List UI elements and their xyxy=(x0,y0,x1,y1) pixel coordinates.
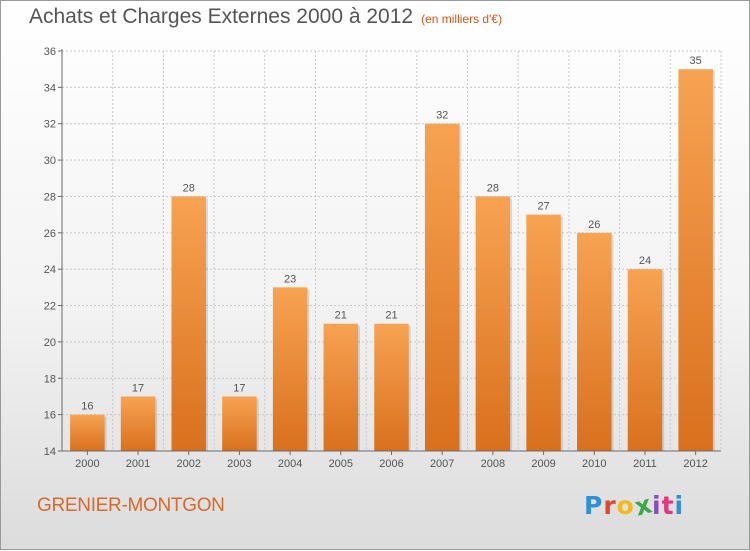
y-tick-label: 20 xyxy=(44,337,56,349)
y-tick-label: 26 xyxy=(44,228,56,240)
x-tick-label: 2003 xyxy=(227,458,251,470)
bar-value-label: 32 xyxy=(436,110,448,122)
y-tick-label: 32 xyxy=(44,119,56,131)
bar xyxy=(272,287,308,451)
x-tick-label: 2001 xyxy=(126,458,150,470)
bar xyxy=(323,323,359,451)
y-tick-label: 28 xyxy=(44,191,56,203)
bar-value-label: 35 xyxy=(690,55,702,67)
chart-title-text: Achats et Charges Externes 2000 à 2012 xyxy=(29,5,414,28)
bar-value-label: 28 xyxy=(487,182,499,194)
bar xyxy=(526,214,561,451)
x-tick-label: 2009 xyxy=(531,458,555,470)
bar-value-label: 17 xyxy=(233,382,245,394)
bar-value-label: 24 xyxy=(639,255,651,267)
bar xyxy=(171,196,206,451)
y-tick-label: 30 xyxy=(44,155,56,167)
bar xyxy=(678,69,713,451)
bar-value-label: 26 xyxy=(588,219,600,231)
x-tick-label: 2005 xyxy=(329,458,353,470)
bar xyxy=(475,196,511,451)
y-tick-label: 18 xyxy=(44,373,56,385)
chart-title: Achats et Charges Externes 2000 à 2012 (e… xyxy=(29,5,502,29)
bar xyxy=(627,269,663,451)
commune-name: GRENIER-MONTGON xyxy=(37,495,225,516)
x-tick-label: 2004 xyxy=(278,458,302,470)
bar xyxy=(222,396,257,451)
x-tick-label: 2000 xyxy=(75,458,99,470)
bar-value-label: 23 xyxy=(284,273,296,285)
logo-letter: t xyxy=(661,491,675,520)
bar-value-label: 21 xyxy=(335,310,347,322)
x-tick-label: 2010 xyxy=(582,458,606,470)
bars: 16 17 28 17 23 21 21 32 28 27 26 24 35 xyxy=(70,55,715,452)
logo-letter: o xyxy=(616,491,635,520)
bar-value-label: 21 xyxy=(385,310,397,322)
bar-value-label: 16 xyxy=(81,401,93,413)
bar-value-label: 17 xyxy=(132,382,144,394)
x-tick-label: 2002 xyxy=(176,458,200,470)
bar xyxy=(120,396,156,451)
bar-value-label: 28 xyxy=(183,182,195,194)
logo-letter: r xyxy=(603,491,617,520)
axes: 14 16 18 20 22 24 26 28 30 32 34 36 2000 2001 2002 2003… xyxy=(44,46,721,470)
bar xyxy=(424,123,460,452)
y-tick-label: 24 xyxy=(44,264,56,276)
logo-letter: i xyxy=(652,491,662,520)
y-tick-label: 36 xyxy=(44,46,56,58)
x-tick-label: 2006 xyxy=(379,458,403,470)
y-tick-label: 14 xyxy=(44,446,56,458)
y-tick-label: 16 xyxy=(44,410,56,422)
bar xyxy=(577,232,612,451)
x-tick-label: 2008 xyxy=(481,458,505,470)
bar-value-label: 27 xyxy=(537,201,549,213)
x-tick-label: 2012 xyxy=(683,458,707,470)
bar xyxy=(70,414,105,451)
proxiti-logo: Proxiti xyxy=(584,489,685,521)
y-tick-label: 22 xyxy=(44,301,56,313)
bar xyxy=(374,323,409,451)
x-tick-label: 2011 xyxy=(633,458,657,470)
y-tick-label: 34 xyxy=(44,82,56,94)
logo-letter: P xyxy=(584,491,604,520)
chart-subtitle: (en milliers d'€) xyxy=(421,12,503,26)
logo-letter: i xyxy=(674,491,685,520)
x-tick-label: 2007 xyxy=(430,458,454,470)
